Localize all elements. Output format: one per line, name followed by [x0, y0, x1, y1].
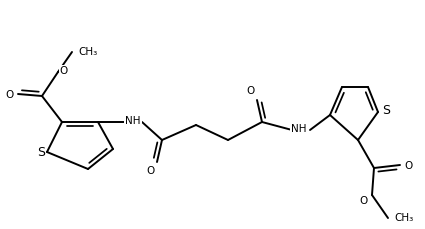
Text: O: O [360, 196, 368, 206]
Text: O: O [147, 166, 155, 176]
Text: O: O [247, 86, 255, 96]
Text: O: O [6, 90, 14, 100]
Text: CH₃: CH₃ [78, 47, 98, 57]
Text: O: O [405, 161, 413, 171]
Text: S: S [37, 147, 45, 160]
Text: NH: NH [291, 124, 307, 134]
Text: NH: NH [125, 116, 141, 126]
Text: O: O [60, 66, 68, 76]
Text: CH₃: CH₃ [394, 213, 414, 223]
Text: S: S [382, 104, 390, 117]
